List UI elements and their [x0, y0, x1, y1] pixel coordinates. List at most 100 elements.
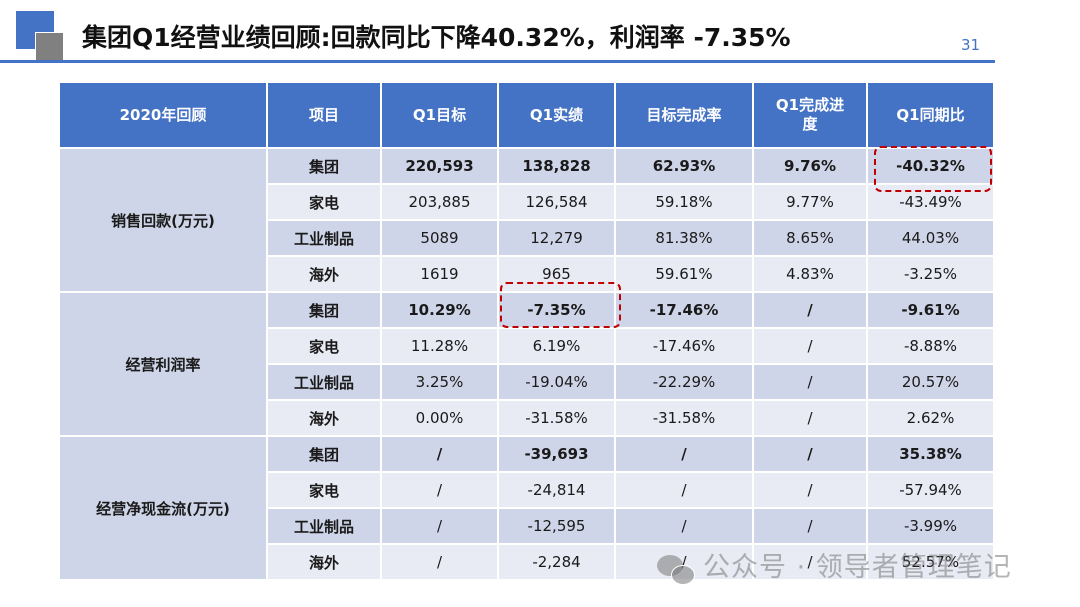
cell-progress: /: [752, 435, 868, 473]
cell-yoy: 2.62%: [866, 399, 995, 437]
row-item: 集团: [266, 291, 382, 329]
cell-target: /: [380, 507, 499, 545]
cell-progress: /: [752, 363, 868, 401]
cell-completion-rate: 59.18%: [614, 183, 754, 221]
cell-yoy: 35.38%: [866, 435, 995, 473]
group-label-operating-margin: 经营利润率: [58, 291, 268, 437]
row-item: 集团: [266, 147, 382, 185]
watermark-text: 公众号 · 领导者管理笔记: [703, 552, 1012, 583]
cell-yoy: 52.57%: [866, 543, 995, 581]
cell-actual: -24,814: [497, 471, 616, 509]
cell-progress: 8.65%: [752, 219, 868, 257]
cell-actual: 965: [497, 255, 616, 293]
review-table: 2020年回顾 项目 Q1目标 Q1实绩 目标完成率 Q1完成进度 Q1同期比 …: [58, 81, 995, 581]
cell-actual: 126,584: [497, 183, 616, 221]
cell-yoy: -9.61%: [866, 291, 995, 329]
header-completion-rate: 目标完成率: [614, 81, 754, 149]
cell-target: 11.28%: [380, 327, 499, 365]
table-header-row: 2020年回顾 项目 Q1目标 Q1实绩 目标完成率 Q1完成进度 Q1同期比: [58, 81, 995, 149]
cell-actual: 6.19%: [497, 327, 616, 365]
cell-completion-rate: /: [614, 507, 754, 545]
row-item: 家电: [266, 471, 382, 509]
row-item: 工业制品: [266, 507, 382, 545]
cell-yoy: -3.25%: [866, 255, 995, 293]
header-q1-target: Q1目标: [380, 81, 499, 149]
table-row: 经营净现金流(万元) 集团 / -39,693 / / 35.38%: [58, 435, 995, 581]
cell-yoy: -8.88%: [866, 327, 995, 365]
cell-progress: /: [752, 291, 868, 329]
row-item: 海外: [266, 543, 382, 581]
row-item: 家电: [266, 183, 382, 221]
cell-actual: 138,828: [497, 147, 616, 185]
page-number: 31: [961, 36, 981, 54]
header-year-review: 2020年回顾: [58, 81, 268, 149]
row-item: 家电: [266, 327, 382, 365]
cell-yoy: 20.57%: [866, 363, 995, 401]
cell-target: 3.25%: [380, 363, 499, 401]
cell-completion-rate: 59.61%: [614, 255, 754, 293]
table-row: 家电 11.28% 6.19% -17.46% / -8.88%: [59, 327, 995, 365]
watermark: 公众号 · 领导者管理笔记: [657, 545, 1012, 585]
slide-title: 集团Q1经营业绩回顾:回款同比下降40.32%，利润率 -7.35%: [82, 23, 791, 52]
cell-progress: /: [752, 399, 868, 437]
title-divider: [0, 60, 995, 63]
table-row: 销售回款(万元) 集团 220,593 138,828 62.93% 9.76%…: [58, 147, 995, 293]
logo-square-gray: [35, 32, 64, 61]
header-q1-actual: Q1实绩: [497, 81, 616, 149]
cell-completion-rate: 62.93%: [614, 147, 754, 185]
cell-target: /: [380, 435, 499, 473]
cell-completion-rate: -17.46%: [614, 327, 754, 365]
cell-completion-rate: -17.46%: [614, 291, 754, 329]
cell-target: 0.00%: [380, 399, 499, 437]
table-row: 家电 203,885 126,584 59.18% 9.77% -43.49%: [59, 183, 995, 221]
cell-progress: /: [752, 471, 868, 509]
cell-yoy: -40.32%: [866, 147, 995, 185]
cell-progress: 9.77%: [752, 183, 868, 221]
cell-progress: 9.76%: [752, 147, 868, 185]
table-row: 工业制品 5089 12,279 81.38% 8.65% 44.03%: [59, 219, 995, 257]
group-label-sales-collection: 销售回款(万元): [58, 147, 268, 293]
cell-target: 5089: [380, 219, 499, 257]
cell-completion-rate: -31.58%: [614, 399, 754, 437]
table-row: 经营利润率 集团 10.29% -7.35% -17.46% / -9.61%: [58, 291, 995, 437]
header-q1-yoy: Q1同期比: [866, 81, 995, 149]
cell-completion-rate: /: [614, 435, 754, 473]
cell-yoy: -57.94%: [866, 471, 995, 509]
highlight-box-margin-actual: [500, 282, 621, 328]
cell-progress: /: [752, 507, 868, 545]
cell-actual: -12,595: [497, 507, 616, 545]
cell-actual: -39,693: [497, 435, 616, 473]
row-item: 工业制品: [266, 363, 382, 401]
cell-progress: /: [752, 543, 868, 581]
cell-actual: -2,284: [497, 543, 616, 581]
cell-yoy: -3.99%: [866, 507, 995, 545]
table-row: 工业制品 / -12,595 / / -3.99%: [59, 507, 995, 545]
row-item: 集团: [266, 435, 382, 473]
table-row: 工业制品 3.25% -19.04% -22.29% / 20.57%: [59, 363, 995, 401]
table-row: 海外 1619 965 59.61% 4.83% -3.25%: [59, 255, 995, 293]
table-row: 家电 / -24,814 / / -57.94%: [59, 471, 995, 509]
table-row: 海外 0.00% -31.58% -31.58% / 2.62%: [59, 399, 995, 437]
cell-target: /: [380, 471, 499, 509]
row-item: 工业制品: [266, 219, 382, 257]
cell-target: 10.29%: [380, 291, 499, 329]
cell-target: 1619: [380, 255, 499, 293]
group-label-operating-cash-flow: 经营净现金流(万元): [58, 435, 268, 581]
cell-yoy: 44.03%: [866, 219, 995, 257]
cell-progress: /: [752, 327, 868, 365]
cell-actual: -19.04%: [497, 363, 616, 401]
cell-actual: -31.58%: [497, 399, 616, 437]
cell-progress: 4.83%: [752, 255, 868, 293]
cell-actual: 12,279: [497, 219, 616, 257]
row-item: 海外: [266, 399, 382, 437]
highlight-box-collection-yoy: [874, 146, 992, 192]
cell-completion-rate: /: [614, 471, 754, 509]
wechat-icon: [657, 553, 697, 585]
cell-completion-rate: -22.29%: [614, 363, 754, 401]
cell-target: /: [380, 543, 499, 581]
cell-target: 220,593: [380, 147, 499, 185]
header-q1-progress: Q1完成进度: [752, 81, 868, 149]
cell-target: 203,885: [380, 183, 499, 221]
cell-completion-rate: 81.38%: [614, 219, 754, 257]
row-item: 海外: [266, 255, 382, 293]
